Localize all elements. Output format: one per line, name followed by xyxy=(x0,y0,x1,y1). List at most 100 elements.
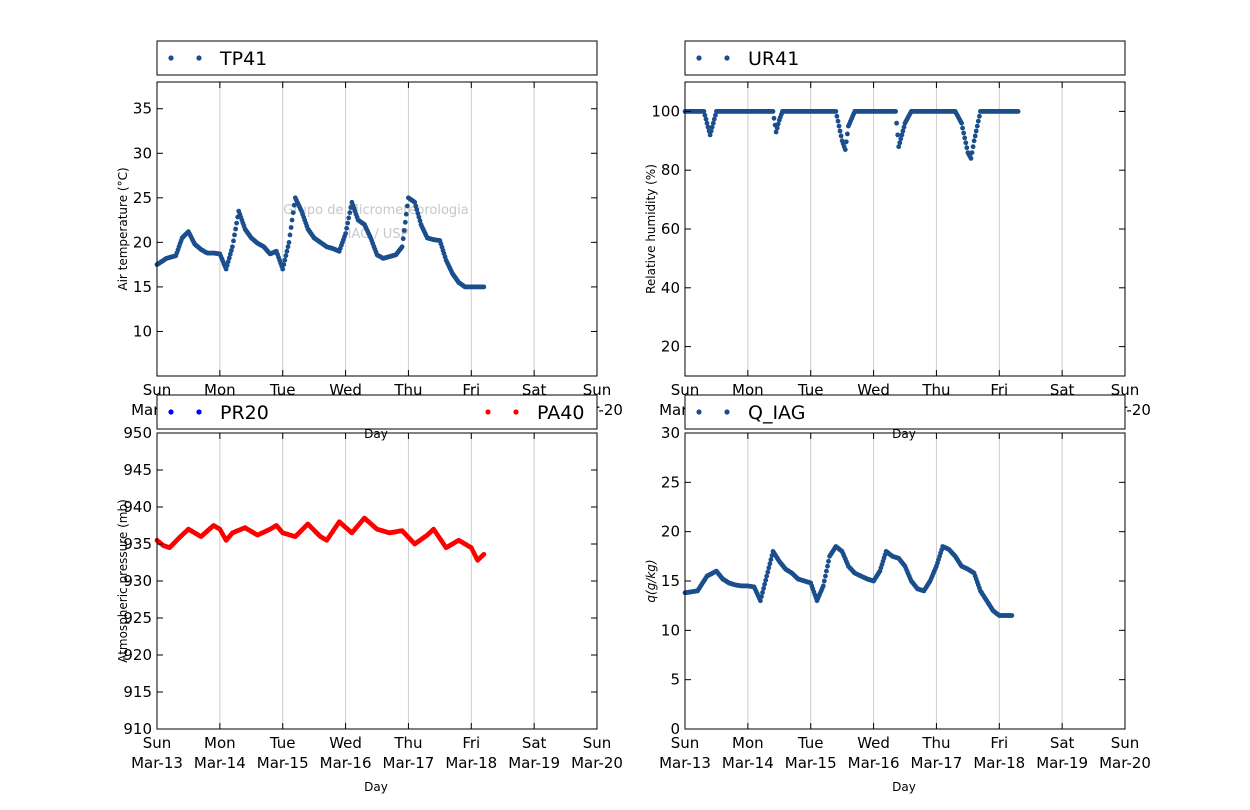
y-tick-label: 0 xyxy=(670,720,680,738)
y-tick-label: 25 xyxy=(661,473,680,491)
data-point xyxy=(288,225,294,230)
y-tick-label: 25 xyxy=(133,189,152,207)
legend-marker xyxy=(696,409,702,415)
legend-marker xyxy=(485,409,491,415)
watermark-line-1: Grupo de Micrometeorologia xyxy=(283,203,469,218)
legend-box xyxy=(156,40,598,76)
x-tick-label-date: Mar-20 xyxy=(571,754,623,772)
x-tick-label-date: Mar-20 xyxy=(1099,754,1151,772)
data-point xyxy=(233,226,239,232)
x-tick-label-date: Mar-14 xyxy=(722,754,774,772)
data-point xyxy=(229,248,234,253)
data-point xyxy=(347,210,353,216)
data-point xyxy=(1015,109,1021,114)
legend-label: TP41 xyxy=(219,48,267,70)
data-point xyxy=(704,120,710,126)
y-axis-label: Relative humidity (%) xyxy=(644,164,658,294)
data-point xyxy=(291,202,297,208)
x-tick-label-day: Tue xyxy=(269,734,296,752)
data-point xyxy=(764,573,770,579)
data-point xyxy=(894,120,899,126)
y-tick-label: 15 xyxy=(133,278,152,296)
data-point xyxy=(842,147,848,153)
data-point xyxy=(225,259,231,265)
series-Q_IAG xyxy=(682,544,1015,618)
y-tick-label: 30 xyxy=(133,144,152,162)
y-tick-label: 30 xyxy=(661,424,680,442)
data-point xyxy=(232,232,237,238)
data-point xyxy=(290,210,296,216)
x-tick-label-day: Sun xyxy=(671,734,700,752)
data-point xyxy=(837,128,843,134)
y-axis-label: q(g/kg) xyxy=(644,559,658,602)
data-point xyxy=(963,140,969,146)
data-point xyxy=(973,128,979,134)
data-point xyxy=(974,123,980,129)
y-tick-label: 100 xyxy=(651,102,680,120)
x-tick-label-date: Mar-18 xyxy=(973,754,1025,772)
y-tick-label: 940 xyxy=(123,498,152,516)
data-point xyxy=(970,144,976,150)
x-axis-label: Day xyxy=(892,780,916,794)
data-point xyxy=(961,130,967,136)
x-tick-label-date: Mar-17 xyxy=(383,754,435,772)
y-tick-label: 15 xyxy=(661,572,680,590)
y-tick-label: 950 xyxy=(123,424,152,442)
x-tick-label-date: Mar-18 xyxy=(445,754,497,772)
data-point xyxy=(284,248,290,254)
data-point xyxy=(708,128,714,134)
y-tick-label: 930 xyxy=(123,572,152,590)
legend-marker xyxy=(513,409,519,415)
y-axis-label: Atmospheric pressure (mb) xyxy=(116,499,130,663)
data-point xyxy=(899,132,905,138)
legend: UR41 xyxy=(684,40,1126,76)
x-tick-label-date: Mar-13 xyxy=(659,754,711,772)
x-tick-label-date: Mar-16 xyxy=(848,754,900,772)
x-tick-label-day: Fri xyxy=(990,734,1008,752)
legend: PR20 PA40 xyxy=(156,394,598,430)
legend-box xyxy=(684,394,1126,430)
data-point xyxy=(343,231,348,236)
legend-marker xyxy=(168,55,174,61)
data-point xyxy=(400,236,406,242)
data-point xyxy=(289,217,295,223)
data-point xyxy=(405,203,410,209)
legend: Q_IAG xyxy=(684,394,1126,430)
x-tick-label-day: Thu xyxy=(393,734,422,752)
y-tick-label: 910 xyxy=(123,720,152,738)
data-point xyxy=(286,240,292,245)
data-point xyxy=(762,581,767,587)
legend-label: PR20 xyxy=(220,402,269,424)
data-point xyxy=(775,121,781,127)
y-tick-label: 35 xyxy=(133,100,152,118)
data-point xyxy=(707,132,713,138)
data-point xyxy=(895,132,901,138)
y-tick-label: 925 xyxy=(123,609,152,627)
x-tick-label-date: Mar-15 xyxy=(257,754,309,772)
data-point xyxy=(964,145,970,151)
y-tick-label: 80 xyxy=(661,161,680,179)
data-point xyxy=(774,125,780,131)
data-point xyxy=(763,577,769,583)
data-point xyxy=(766,565,772,571)
data-point xyxy=(702,112,708,118)
data-point xyxy=(415,211,421,216)
y-tick-label: 60 xyxy=(661,220,680,238)
axes-frame xyxy=(684,432,1126,730)
y-tick-label: 915 xyxy=(123,683,152,701)
data-point xyxy=(760,590,765,595)
data-point xyxy=(226,255,232,261)
data-point xyxy=(711,116,717,122)
x-tick-label-date: Mar-16 xyxy=(320,754,372,772)
data-point xyxy=(223,266,229,272)
data-point xyxy=(281,262,287,267)
data-point xyxy=(224,263,230,268)
data-point xyxy=(399,244,405,250)
watermark: Grupo de Micrometeorologia IAG / USP xyxy=(283,203,469,242)
legend-box xyxy=(684,40,1126,76)
chart-panel-2: 20406080100SunMar-13MonMar-14TueMar-15We… xyxy=(644,40,1151,441)
x-tick-label-day: Sat xyxy=(1050,734,1075,752)
x-axis-label: Day xyxy=(364,780,388,794)
data-point xyxy=(768,557,774,562)
x-tick-label-day: Fri xyxy=(462,734,480,752)
